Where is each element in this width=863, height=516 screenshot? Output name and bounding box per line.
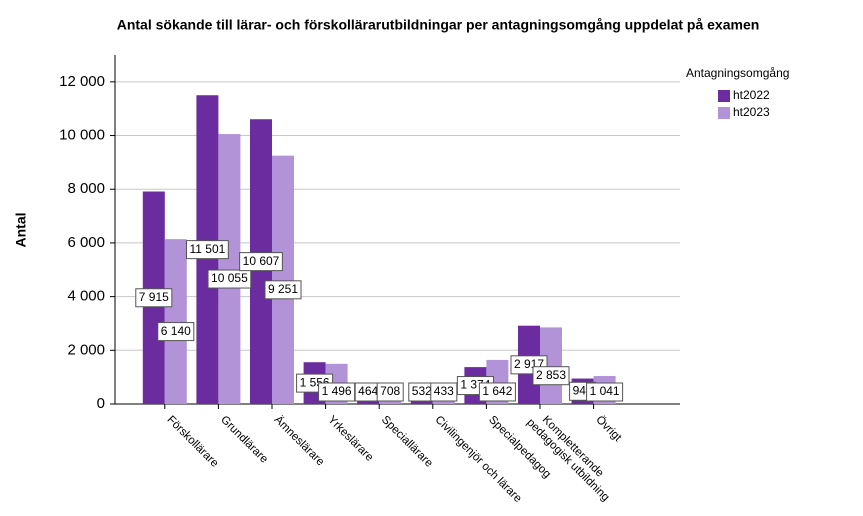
value-label: 11 501	[185, 240, 229, 260]
value-label-text: 532	[412, 384, 432, 398]
value-label-box	[586, 382, 624, 402]
value-label-text: 11 501	[189, 242, 225, 256]
value-label-box	[376, 382, 404, 402]
y-tick-label: 10 000	[59, 127, 105, 144]
value-label-box	[239, 252, 283, 272]
value-label: 1 041	[586, 382, 624, 402]
value-label: 10 055	[207, 269, 252, 289]
value-label-text: 10 055	[211, 271, 248, 285]
value-label-text: 464	[358, 384, 378, 398]
value-label-text: 9 251	[268, 282, 298, 296]
value-label-box	[478, 382, 516, 402]
x-tick-label: Grundlärare	[218, 414, 270, 466]
value-label-text: 10 607	[243, 254, 280, 268]
bar	[218, 134, 241, 404]
value-label-box	[207, 269, 252, 289]
x-tick-label: Yrkeslärare	[325, 414, 375, 464]
y-axis-label: Antal	[13, 213, 29, 248]
value-label: 433	[430, 382, 458, 402]
x-tick-label: Speciallärare	[379, 414, 435, 470]
legend-swatch	[718, 107, 730, 119]
value-label-text: 708	[380, 384, 400, 398]
legend-swatch	[718, 90, 730, 102]
y-tick-label: 8 000	[67, 180, 105, 197]
legend-label: ht2023	[733, 105, 770, 119]
value-label: 1 496	[318, 382, 356, 402]
value-label-text: 6 140	[161, 324, 191, 338]
y-tick-label: 2 000	[67, 341, 105, 358]
value-label-box	[135, 288, 173, 308]
value-label-text: 7 915	[139, 290, 169, 304]
value-label-text: 2 853	[536, 368, 566, 382]
value-label: 464	[354, 382, 382, 402]
y-tick-label: 12 000	[59, 73, 105, 90]
value-label: 708	[376, 382, 404, 402]
value-label: 9 251	[264, 280, 302, 300]
x-tick-label: Övrigt	[593, 414, 624, 445]
value-label: 1 642	[478, 382, 516, 402]
bar	[272, 155, 294, 404]
value-label: 7 915	[135, 288, 173, 308]
value-label-text: 1 642	[482, 384, 512, 398]
value-label-box	[318, 382, 356, 402]
value-label-box	[264, 280, 302, 300]
legend-label: ht2022	[733, 88, 770, 102]
y-tick-label: 0	[97, 395, 105, 412]
value-label-box	[430, 382, 458, 402]
value-label: 532	[408, 382, 436, 402]
x-tick-label: Ämneslärare	[272, 414, 327, 469]
value-label-box	[532, 366, 570, 386]
value-label-text: 433	[434, 384, 454, 398]
value-label-box	[157, 322, 195, 342]
value-label-box	[185, 240, 229, 260]
x-tick-label: Civilingenjör och lärare	[433, 414, 524, 505]
value-label-text: 1 496	[322, 384, 352, 398]
bar	[164, 239, 187, 404]
value-label: 6 140	[157, 322, 195, 342]
value-label: 10 607	[239, 252, 283, 272]
value-label: 2 853	[532, 366, 570, 386]
legend-title: Antagningsomgång	[686, 66, 789, 80]
y-tick-label: 6 000	[67, 234, 105, 251]
x-tick-label: Förskollärare	[165, 414, 221, 470]
chart-title: Antal sökande till lärar- och förskollär…	[117, 17, 760, 33]
y-tick-label: 4 000	[67, 288, 105, 305]
value-label-text: 1 041	[590, 384, 620, 398]
